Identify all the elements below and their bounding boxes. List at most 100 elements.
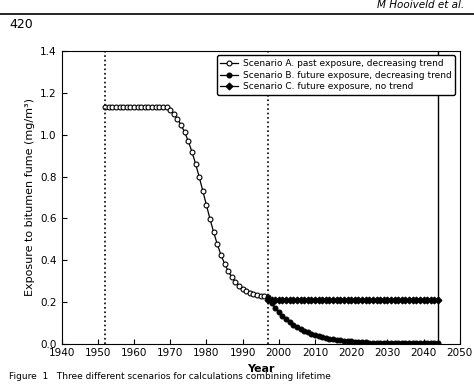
Scenario B. future exposure, decreasing trend	[421, 341, 427, 345]
Line: Scenario C. future exposure, no trend: Scenario C. future exposure, no trend	[265, 298, 440, 303]
Scenario C. future exposure, no trend	[395, 298, 401, 303]
Scenario C. future exposure, no trend	[352, 298, 358, 303]
Scenario C. future exposure, no trend	[305, 298, 310, 303]
Scenario C. future exposure, no trend	[309, 298, 314, 303]
Scenario B. future exposure, decreasing trend	[280, 314, 285, 318]
Scenario A. past exposure, decreasing trend	[229, 274, 235, 279]
Scenario B. future exposure, decreasing trend	[363, 340, 368, 345]
Scenario A. past exposure, decreasing trend	[222, 261, 228, 266]
Scenario B. future exposure, decreasing trend	[341, 338, 347, 343]
Legend: Scenario A. past exposure, decreasing trend, Scenario B. future exposure, decrea: Scenario A. past exposure, decreasing tr…	[217, 56, 455, 95]
Scenario A. past exposure, decreasing trend	[240, 286, 246, 291]
Scenario A. past exposure, decreasing trend	[102, 105, 108, 110]
Scenario C. future exposure, no trend	[283, 298, 289, 303]
Scenario B. future exposure, decreasing trend	[301, 328, 307, 333]
Scenario B. future exposure, decreasing trend	[413, 341, 419, 345]
Scenario C. future exposure, no trend	[291, 298, 296, 303]
Scenario C. future exposure, no trend	[356, 298, 361, 303]
Scenario A. past exposure, decreasing trend	[236, 283, 242, 288]
Scenario A. past exposure, decreasing trend	[146, 105, 151, 110]
Scenario B. future exposure, decreasing trend	[384, 341, 390, 345]
Scenario C. future exposure, no trend	[337, 298, 343, 303]
Scenario A. past exposure, decreasing trend	[109, 105, 115, 110]
Scenario C. future exposure, no trend	[366, 298, 372, 303]
Line: Scenario B. future exposure, decreasing trend: Scenario B. future exposure, decreasing …	[265, 296, 440, 346]
Scenario C. future exposure, no trend	[359, 298, 365, 303]
Scenario B. future exposure, decreasing trend	[348, 339, 354, 344]
Scenario A. past exposure, decreasing trend	[196, 174, 202, 179]
Scenario B. future exposure, decreasing trend	[337, 338, 343, 343]
Scenario A. past exposure, decreasing trend	[156, 105, 162, 110]
Scenario A. past exposure, decreasing trend	[225, 269, 231, 273]
Scenario C. future exposure, no trend	[301, 298, 307, 303]
Scenario A. past exposure, decreasing trend	[113, 105, 119, 110]
Scenario C. future exposure, no trend	[327, 298, 332, 303]
Scenario C. future exposure, no trend	[319, 298, 325, 303]
Scenario C. future exposure, no trend	[410, 298, 416, 303]
Scenario B. future exposure, decreasing trend	[399, 341, 405, 345]
Scenario A. past exposure, decreasing trend	[117, 105, 122, 110]
Scenario A. past exposure, decreasing trend	[120, 105, 126, 110]
Scenario B. future exposure, decreasing trend	[432, 341, 438, 345]
Scenario C. future exposure, no trend	[345, 298, 350, 303]
Scenario C. future exposure, no trend	[276, 298, 282, 303]
Scenario A. past exposure, decreasing trend	[251, 292, 256, 296]
Scenario B. future exposure, decreasing trend	[402, 341, 408, 345]
Scenario B. future exposure, decreasing trend	[352, 339, 358, 344]
Scenario C. future exposure, no trend	[384, 298, 390, 303]
Scenario B. future exposure, decreasing trend	[381, 341, 387, 345]
Scenario A. past exposure, decreasing trend	[178, 122, 184, 127]
Scenario B. future exposure, decreasing trend	[287, 320, 292, 325]
Scenario A. past exposure, decreasing trend	[254, 292, 260, 297]
Scenario B. future exposure, decreasing trend	[319, 335, 325, 339]
Scenario A. past exposure, decreasing trend	[164, 105, 169, 110]
Scenario C. future exposure, no trend	[330, 298, 336, 303]
Scenario A. past exposure, decreasing trend	[149, 105, 155, 110]
Scenario C. future exposure, no trend	[348, 298, 354, 303]
Scenario C. future exposure, no trend	[341, 298, 347, 303]
Scenario A. past exposure, decreasing trend	[258, 293, 264, 298]
Text: M Hooiveld et al.: M Hooiveld et al.	[377, 0, 465, 10]
Scenario A. past exposure, decreasing trend	[128, 105, 133, 110]
Scenario A. past exposure, decreasing trend	[167, 108, 173, 113]
Scenario C. future exposure, no trend	[312, 298, 318, 303]
Scenario A. past exposure, decreasing trend	[174, 117, 180, 121]
Scenario A. past exposure, decreasing trend	[200, 188, 206, 193]
Scenario A. past exposure, decreasing trend	[189, 149, 195, 154]
Scenario C. future exposure, no trend	[435, 298, 441, 303]
Scenario C. future exposure, no trend	[265, 298, 271, 303]
Scenario A. past exposure, decreasing trend	[243, 289, 249, 293]
Scenario B. future exposure, decreasing trend	[327, 336, 332, 341]
Scenario B. future exposure, decreasing trend	[316, 334, 321, 338]
Scenario C. future exposure, no trend	[323, 298, 328, 303]
Scenario B. future exposure, decreasing trend	[435, 341, 441, 345]
Scenario C. future exposure, no trend	[377, 298, 383, 303]
Scenario B. future exposure, decreasing trend	[309, 332, 314, 336]
Scenario C. future exposure, no trend	[402, 298, 408, 303]
Scenario C. future exposure, no trend	[374, 298, 379, 303]
Scenario C. future exposure, no trend	[287, 298, 292, 303]
Scenario A. past exposure, decreasing trend	[124, 105, 129, 110]
Scenario B. future exposure, decreasing trend	[388, 341, 394, 345]
Scenario C. future exposure, no trend	[432, 298, 438, 303]
Scenario C. future exposure, no trend	[370, 298, 376, 303]
Scenario B. future exposure, decreasing trend	[428, 341, 434, 345]
Scenario A. past exposure, decreasing trend	[211, 230, 217, 235]
Scenario A. past exposure, decreasing trend	[171, 112, 177, 117]
Scenario A. past exposure, decreasing trend	[193, 161, 199, 166]
Scenario A. past exposure, decreasing trend	[138, 105, 144, 110]
Scenario A. past exposure, decreasing trend	[262, 294, 267, 299]
Scenario A. past exposure, decreasing trend	[207, 217, 213, 221]
Scenario B. future exposure, decreasing trend	[330, 337, 336, 341]
Scenario C. future exposure, no trend	[392, 298, 398, 303]
Text: 420: 420	[9, 18, 33, 30]
Scenario C. future exposure, no trend	[428, 298, 434, 303]
Scenario C. future exposure, no trend	[424, 298, 430, 303]
Scenario B. future exposure, decreasing trend	[374, 341, 379, 345]
Scenario C. future exposure, no trend	[273, 298, 278, 303]
Scenario B. future exposure, decreasing trend	[305, 330, 310, 335]
Scenario B. future exposure, decreasing trend	[406, 341, 412, 345]
Scenario A. past exposure, decreasing trend	[153, 105, 159, 110]
Scenario B. future exposure, decreasing trend	[366, 340, 372, 345]
Scenario C. future exposure, no trend	[269, 298, 274, 303]
